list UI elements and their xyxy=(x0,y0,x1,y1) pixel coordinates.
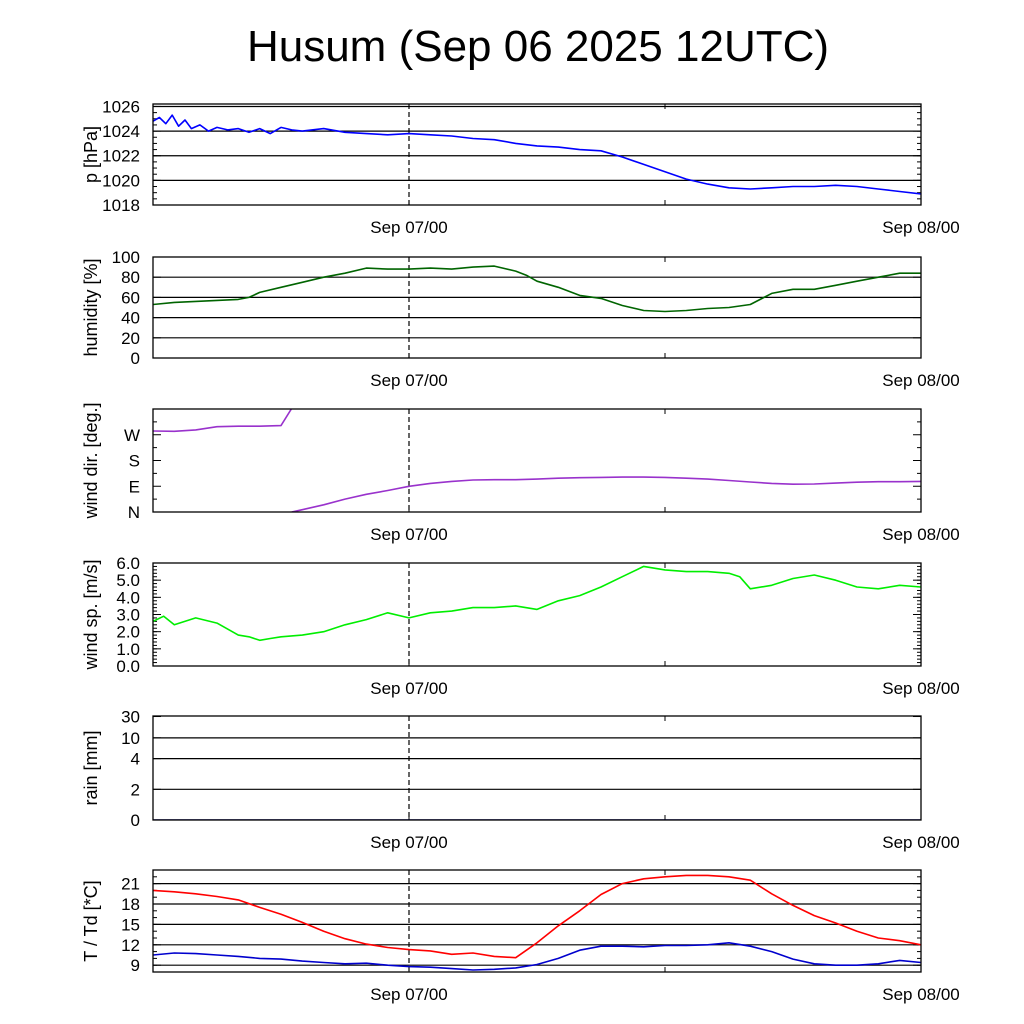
y-axis-label: wind sp. [m/s] xyxy=(81,559,101,670)
y-tick-label: 0 xyxy=(131,811,140,830)
panel-rain: 0 2 4 10 30 rain [mm] Sep 07/00 Sep 08/00 xyxy=(81,708,960,852)
y-tick-label: 40 xyxy=(121,309,140,328)
y-tick-label: 60 xyxy=(121,288,140,307)
panel-wind_speed: 0.01.02.03.04.05.06.0 wind sp. [m/s] Sep 0… xyxy=(81,554,960,698)
y-tick-label: 2 xyxy=(131,780,140,799)
x-tick-label: Sep 08/00 xyxy=(882,679,960,698)
y-tick-label: E xyxy=(129,477,140,496)
y-tick-label: 0 xyxy=(131,349,140,368)
x-tick-label: Sep 07/00 xyxy=(370,371,448,390)
series-line-temperature-0 xyxy=(153,874,921,959)
y-tick-label: 6.0 xyxy=(116,554,140,573)
y-tick-label: 18 xyxy=(121,895,140,914)
y-axis-label: p [hPa] xyxy=(81,126,101,183)
y-tick-label: S xyxy=(129,452,140,471)
y-tick-label: 1022 xyxy=(102,147,140,166)
series-line-humidity-0 xyxy=(153,265,921,313)
y-tick-label: 1024 xyxy=(102,122,140,141)
series-line-pressure-0 xyxy=(153,114,921,195)
x-tick-label: Sep 07/00 xyxy=(370,218,448,237)
y-axis-label: rain [mm] xyxy=(81,730,101,805)
y-tick-label: 0.0 xyxy=(116,657,140,676)
y-tick-label: 1020 xyxy=(102,171,140,190)
y-tick-label: 30 xyxy=(121,708,140,727)
y-tick-label: 80 xyxy=(121,268,140,287)
x-tick-label: Sep 07/00 xyxy=(370,679,448,698)
plot-frame xyxy=(152,408,922,513)
y-axis-label: humidity [%] xyxy=(81,258,101,356)
y-tick-label: 20 xyxy=(121,329,140,348)
plot-frame xyxy=(152,562,922,667)
y-axis-label: wind dir. [deg.] xyxy=(81,402,101,519)
plot-frame xyxy=(152,256,922,359)
y-tick-label: 3.0 xyxy=(116,606,140,625)
series-line-temperature-1 xyxy=(153,941,921,971)
x-tick-label: Sep 07/00 xyxy=(370,525,448,544)
x-tick-label: Sep 08/00 xyxy=(882,218,960,237)
chart-title: Husum (Sep 06 2025 12UTC) xyxy=(246,22,830,71)
plot-frame xyxy=(152,103,922,206)
series-line-wind_direction-1 xyxy=(291,476,921,512)
y-tick-label: N xyxy=(128,503,140,522)
y-axis-label: T / Td [*C] xyxy=(81,880,101,961)
y-tick-label: 1026 xyxy=(102,97,140,116)
y-tick-label: W xyxy=(124,426,140,445)
y-tick-label: 10 xyxy=(121,729,140,748)
x-tick-label: Sep 08/00 xyxy=(882,985,960,1004)
y-tick-label: 12 xyxy=(121,936,140,955)
plot-frame xyxy=(152,869,922,973)
y-tick-label: 9 xyxy=(131,956,140,975)
series-line-wind_direction-0 xyxy=(153,409,293,433)
series-line-wind_speed-0 xyxy=(153,565,921,642)
y-tick-label: 2.0 xyxy=(116,623,140,642)
plot-frame xyxy=(152,715,922,821)
y-tick-label: 15 xyxy=(121,915,140,934)
y-tick-label: 1.0 xyxy=(116,640,140,659)
x-tick-label: Sep 07/00 xyxy=(370,833,448,852)
x-tick-label: Sep 08/00 xyxy=(882,833,960,852)
y-tick-label: 4 xyxy=(131,750,140,769)
y-tick-label: 4.0 xyxy=(116,588,140,607)
y-tick-label: 5.0 xyxy=(116,571,140,590)
x-tick-label: Sep 07/00 xyxy=(370,985,448,1004)
y-tick-label: 100 xyxy=(112,248,140,267)
x-tick-label: Sep 08/00 xyxy=(882,371,960,390)
y-tick-label: 1018 xyxy=(102,196,140,215)
x-tick-label: Sep 08/00 xyxy=(882,525,960,544)
y-tick-label: 21 xyxy=(121,875,140,894)
